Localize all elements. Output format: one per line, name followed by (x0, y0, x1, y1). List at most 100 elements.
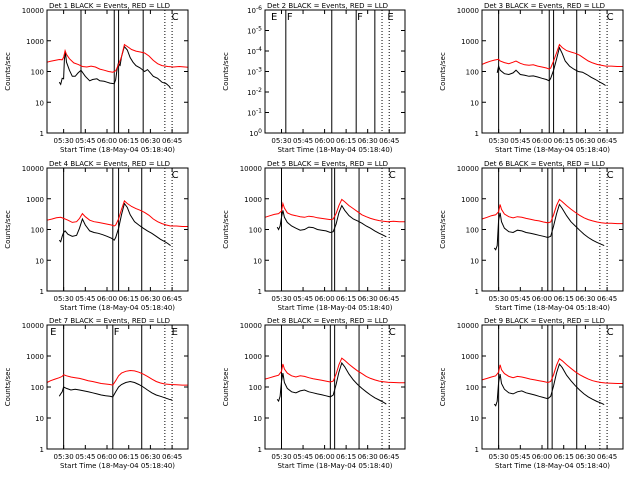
y-tick-label: 1 (258, 446, 262, 454)
x-tick-label: 06:15 (554, 137, 574, 145)
x-tick-label: 06:15 (554, 295, 574, 303)
panel-title: Det 2 BLACK = Events, RED = LLD (267, 2, 388, 10)
detector-panel-1: C 1 10 100 1000 10000 05:30 05:45 06:00 06:15 06:3… (4, 2, 189, 154)
x-tick-label: 06:00 (532, 453, 552, 461)
y-tick-label: 10000 (240, 165, 262, 173)
flag-label: C (389, 170, 396, 181)
y-tick-label: 1000 (244, 196, 262, 204)
x-tick-label: 05:30 (271, 295, 291, 303)
lld-series-line (264, 198, 405, 223)
x-tick-label: 06:45 (162, 453, 182, 461)
y-tick-label: 1 (40, 288, 44, 296)
x-tick-label: 06:00 (532, 295, 552, 303)
panel-title: Det 7 BLACK = Events, RED = LLD (49, 317, 170, 325)
flag-label: E (172, 327, 178, 338)
events-series-line (493, 203, 605, 251)
y-axis-label: Counts/sec (222, 52, 230, 91)
y-tick-label: 10 (470, 99, 479, 107)
x-tick-label: 05:30 (489, 453, 509, 461)
x-tick-label: 06:45 (162, 295, 182, 303)
x-axis-label: Start Time (18-May-04 05:18:40) (277, 462, 392, 470)
y-tick-label: 1 (40, 130, 44, 138)
y-tick-label: 10 (35, 99, 44, 107)
y-tick-label: 100 (31, 69, 44, 77)
y-axis-label: Counts/sec (439, 368, 447, 407)
x-axis-label: Start Time (18-May-04 05:18:40) (495, 462, 610, 470)
panel-title: Det 8 BLACK = Events, RED = LLD (267, 317, 388, 325)
x-tick-label: 06:45 (597, 453, 617, 461)
x-axis-label: Start Time (18-May-04 05:18:40) (60, 462, 175, 470)
x-axis-label: Start Time (18-May-04 05:18:40) (277, 146, 392, 154)
x-tick-label: 06:15 (336, 137, 356, 145)
x-tick-label: 05:45 (293, 453, 313, 461)
flag-label: F (114, 327, 120, 338)
y-tick-label: 100 (466, 384, 479, 392)
y-tick-label: 1 (40, 446, 44, 454)
y-tick-label: 100 (249, 227, 262, 235)
x-tick-label: 06:00 (97, 453, 117, 461)
y-axis-label: Counts/sec (222, 210, 230, 249)
x-tick-label: 06:15 (119, 453, 139, 461)
x-tick-label: 06:30 (140, 137, 160, 145)
y-axis-label: Counts/sec (439, 210, 447, 249)
x-tick-label: 06:00 (97, 137, 117, 145)
plot-frame (481, 9, 624, 134)
y-tick-label: 10000 (457, 7, 479, 15)
flag-label: C (607, 170, 614, 181)
x-tick-label: 05:30 (271, 453, 291, 461)
y-axis-label: Counts/sec (4, 210, 12, 249)
y-tick-label: 1 (475, 288, 479, 296)
x-tick-label: 06:30 (358, 137, 378, 145)
x-axis-label: Start Time (18-May-04 05:18:40) (495, 304, 610, 312)
x-tick-label: 05:30 (271, 137, 291, 145)
x-tick-label: 06:30 (140, 295, 160, 303)
y-tick-label: 10 (253, 415, 262, 423)
flag-label: C (172, 12, 179, 23)
lld-series-line (46, 369, 188, 386)
y-tick-label: 1 (258, 288, 262, 296)
x-tick-label: 06:45 (379, 453, 399, 461)
y-tick-label: 10000 (22, 322, 44, 330)
x-tick-label: 06:00 (532, 137, 552, 145)
y-tick-label: 1000 (461, 196, 479, 204)
x-tick-label: 05:30 (54, 453, 74, 461)
x-tick-label: 06:30 (575, 137, 595, 145)
x-tick-label: 05:30 (54, 295, 74, 303)
x-tick-label: 06:45 (597, 137, 617, 145)
y-tick-label: 100 (466, 227, 479, 235)
flag-label: C (607, 327, 614, 338)
plot-frame (46, 324, 189, 450)
x-tick-label: 05:45 (75, 137, 95, 145)
x-tick-label: 06:15 (336, 453, 356, 461)
y-tick-label: 10-3 (247, 67, 262, 77)
x-tick-label: 06:45 (379, 137, 399, 145)
flag-label: C (172, 170, 179, 181)
detector-panel-4: C 1 10 100 1000 10000 05:30 05:45 06:00 06:15 06:3… (4, 160, 189, 312)
detector-panel-8: C 1 10 100 1000 10000 05:30 05:45 06:00 06:15 06:3… (222, 317, 406, 470)
lld-series-line (481, 43, 623, 70)
x-tick-label: 06:45 (597, 295, 617, 303)
y-tick-label: 1 (475, 446, 479, 454)
x-tick-label: 05:45 (293, 137, 313, 145)
x-tick-label: 06:30 (358, 295, 378, 303)
y-tick-label: 10000 (457, 165, 479, 173)
y-tick-label: 1000 (26, 353, 44, 361)
events-series-line (58, 45, 172, 89)
events-series-line (496, 46, 606, 86)
events-series-line (58, 380, 173, 401)
plot-frame (46, 9, 189, 134)
y-tick-label: 100 (31, 227, 44, 235)
panel-title: Det 1 BLACK = Events, RED = LLD (49, 2, 170, 10)
y-axis-label: Counts/sec (439, 52, 447, 91)
lld-series-line (46, 200, 188, 227)
panel-title: Det 9 BLACK = Events, RED = LLD (484, 317, 605, 325)
y-tick-label: 1000 (244, 353, 262, 361)
panel-title: Det 4 BLACK = Events, RED = LLD (49, 160, 170, 168)
x-tick-label: 05:45 (75, 453, 95, 461)
x-tick-label: 06:15 (119, 137, 139, 145)
x-tick-label: 05:45 (293, 295, 313, 303)
flag-label: E (271, 12, 277, 23)
x-tick-label: 06:15 (554, 453, 574, 461)
y-axis-label: Counts/sec (222, 368, 230, 407)
